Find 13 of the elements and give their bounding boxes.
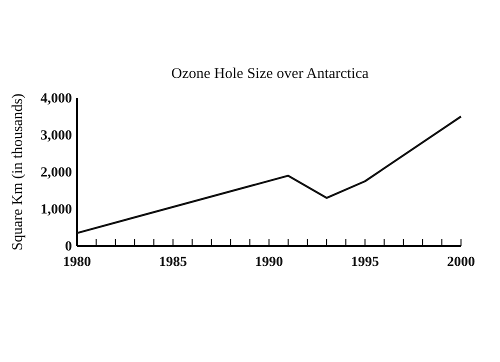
- line-series: [76, 116, 462, 234]
- y-axis-title: Square Km (in thousands): [10, 93, 26, 251]
- y-tick-label: 2,000: [40, 165, 72, 180]
- x-tick-label: 1985: [159, 254, 187, 270]
- y-tick-label: 3,000: [40, 128, 72, 144]
- chart-title: Ozone Hole Size over Antarctica: [171, 66, 370, 82]
- x-tick-label: 2000: [447, 254, 475, 270]
- y-tick-label: 4,000: [40, 91, 72, 106]
- y-tick-label: 1,000: [40, 202, 72, 218]
- x-tick-label: 1980: [63, 254, 91, 270]
- x-tick-label: 1995: [351, 254, 379, 270]
- y-tick-label: 0: [65, 239, 72, 254]
- x-tick-label: 1990: [255, 254, 283, 270]
